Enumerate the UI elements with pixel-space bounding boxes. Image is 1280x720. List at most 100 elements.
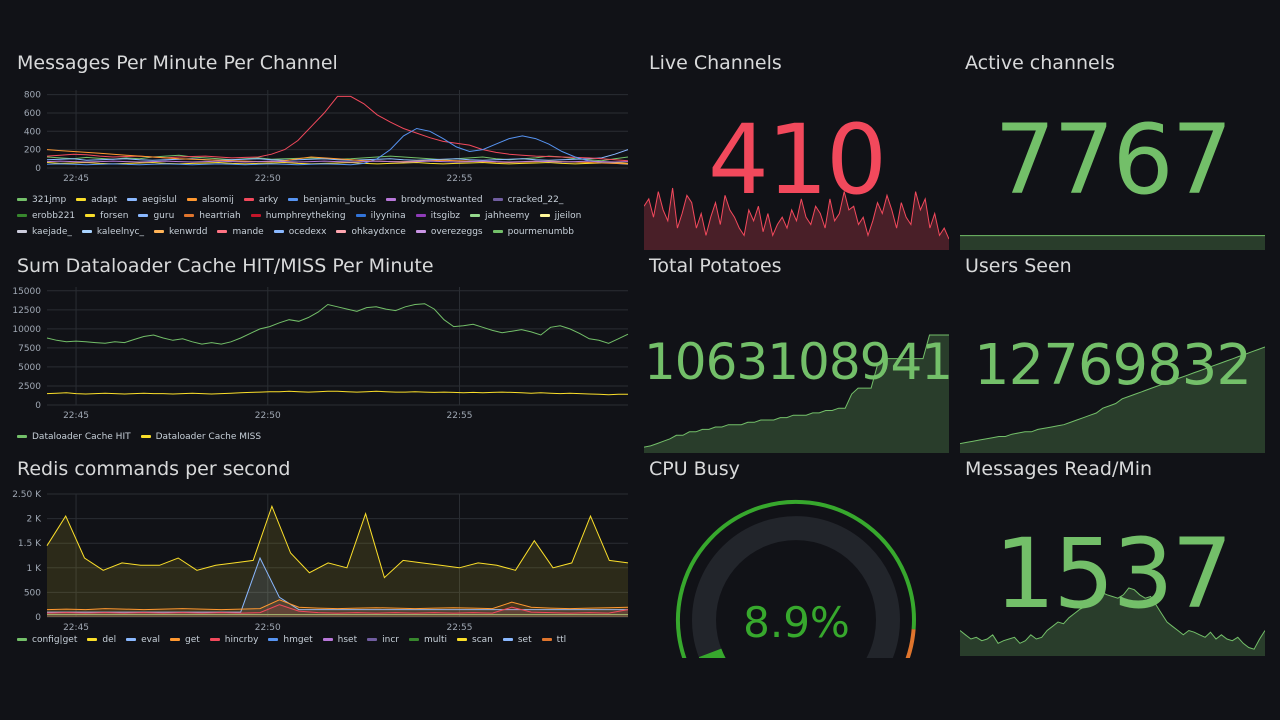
legend-label: hincrby — [224, 635, 259, 645]
x-tick-label: 22:55 — [447, 411, 473, 421]
y-tick-label: 800 — [24, 91, 41, 101]
messages-chart: 0 200 400 600 800 22:45 22:50 22:55 — [24, 90, 629, 184]
legend-swatch — [385, 198, 396, 201]
legend-item[interactable]: aegislul — [127, 192, 177, 208]
legend-item[interactable]: set — [502, 632, 532, 648]
legend-swatch — [355, 214, 366, 217]
legend-item[interactable]: eval — [126, 632, 160, 648]
legend-swatch — [336, 230, 347, 233]
legend-swatch — [17, 230, 27, 233]
legend-item[interactable]: kenwrdd — [154, 224, 207, 240]
legend-item[interactable]: kaejade_ — [17, 224, 72, 240]
messages-read-sparkline — [960, 587, 1265, 656]
legend-label: Dataloader Cache MISS — [155, 432, 262, 442]
legend-item[interactable]: alsomij — [186, 192, 234, 208]
active-channels-title: Active channels — [965, 52, 1115, 74]
legend-item[interactable]: del — [87, 632, 116, 648]
legend-item[interactable]: mande — [217, 224, 264, 240]
legend-label: pourmenumbb — [507, 227, 574, 237]
legend-item[interactable]: overezeggs — [415, 224, 483, 240]
legend-swatch — [457, 638, 467, 641]
legend-item[interactable]: brodymostwanted — [385, 192, 483, 208]
legend-label: arky — [258, 195, 279, 205]
legend-item[interactable]: pourmenumbb — [492, 224, 574, 240]
legend-swatch — [17, 214, 27, 217]
legend-label: itsgibz — [430, 211, 461, 221]
legend-item[interactable]: benjamin_bucks — [288, 192, 376, 208]
legend-label: adapt — [91, 195, 118, 205]
legend-label: get — [185, 635, 200, 645]
legend-item[interactable]: ilyynina — [355, 208, 406, 224]
legend-item[interactable]: hmget — [268, 632, 313, 648]
legend-item[interactable]: jjeilon — [539, 208, 582, 224]
sparkline-line — [644, 334, 949, 448]
legend-swatch — [288, 198, 299, 201]
cpu-busy-panel: CPU Busy 8.9% — [644, 458, 949, 658]
legend-label: jahheemy — [485, 211, 530, 221]
legend-swatch — [470, 214, 481, 217]
legend-item[interactable]: get — [170, 632, 200, 648]
legend-swatch — [539, 214, 550, 217]
legend-item[interactable]: adapt — [76, 192, 117, 208]
y-tick-label: 2.50 K — [12, 490, 42, 500]
gauge-track — [692, 516, 900, 658]
legend-swatch — [415, 214, 426, 217]
y-tick-label: 2 K — [27, 515, 43, 525]
legend-swatch — [367, 638, 378, 641]
series-line — [46, 160, 629, 163]
legend-item[interactable]: multi — [408, 632, 447, 648]
legend-item[interactable]: jahheemy — [470, 208, 530, 224]
legend-item[interactable]: scan — [457, 632, 493, 648]
legend-item[interactable]: itsgibz — [415, 208, 461, 224]
series-line — [46, 390, 628, 396]
legend-label: hmget — [283, 635, 313, 645]
y-tick-label: 2500 — [18, 382, 41, 392]
legend-swatch — [184, 214, 195, 217]
legend-item[interactable]: guru — [138, 208, 174, 224]
series-area — [47, 614, 628, 617]
legend-item[interactable]: hincrby — [209, 632, 259, 648]
total-potatoes-sparkline — [644, 334, 949, 453]
redis-panel-title: Redis commands per second — [17, 458, 291, 480]
legend-item[interactable]: forsen — [85, 208, 128, 224]
cpu-busy-title: CPU Busy — [649, 458, 740, 480]
legend-item[interactable]: arky — [243, 192, 279, 208]
legend-item[interactable]: ohkaydxnce — [336, 224, 406, 240]
legend-item[interactable]: kaleelnyc_ — [81, 224, 144, 240]
legend-label: jjeilon — [554, 211, 582, 221]
legend-item[interactable]: erobb221 — [17, 208, 75, 224]
legend-label: set — [517, 635, 532, 645]
legend-swatch — [492, 198, 503, 201]
legend-item[interactable]: incr — [367, 632, 399, 648]
legend-swatch — [243, 198, 254, 201]
legend-item[interactable]: cracked_22_ — [492, 192, 563, 208]
users-seen-sparkline — [960, 346, 1265, 453]
y-tick-label: 10000 — [12, 325, 41, 335]
legend-swatch — [76, 198, 87, 201]
y-tick-label: 15000 — [12, 287, 41, 297]
legend-label: scan — [472, 635, 493, 645]
legend-item[interactable]: humphreytheking — [250, 208, 346, 224]
legend-label: multi — [423, 635, 447, 645]
cache-legend: Dataloader Cache HIT Dataloader Cache MIS… — [17, 429, 627, 445]
legend-item[interactable]: ttl — [541, 632, 566, 648]
users-seen-panel: Users Seen 12769832 — [960, 255, 1265, 453]
legend-item[interactable]: Dataloader Cache MISS — [140, 429, 262, 445]
legend-item[interactable]: config|get — [17, 632, 77, 648]
series-area — [47, 604, 628, 617]
y-tick-label: 1.5 K — [18, 539, 42, 549]
legend-item[interactable]: 321jmp — [17, 192, 66, 208]
legend-item[interactable]: ocedexx — [273, 224, 326, 240]
legend-swatch — [17, 435, 27, 438]
y-tick-label: 7500 — [18, 344, 41, 354]
legend-label: erobb221 — [32, 211, 76, 221]
legend-label: kaleelnyc_ — [96, 227, 144, 237]
legend-label: del — [102, 635, 117, 645]
legend-swatch — [541, 638, 552, 641]
legend-item[interactable]: heartriah — [184, 208, 241, 224]
legend-item[interactable]: Dataloader Cache HIT — [17, 429, 131, 445]
y-tick-label: 0 — [35, 164, 41, 174]
legend-swatch — [268, 638, 279, 641]
live-channels-panel: Live Channels 410 — [644, 52, 949, 250]
legend-item[interactable]: hset — [322, 632, 357, 648]
